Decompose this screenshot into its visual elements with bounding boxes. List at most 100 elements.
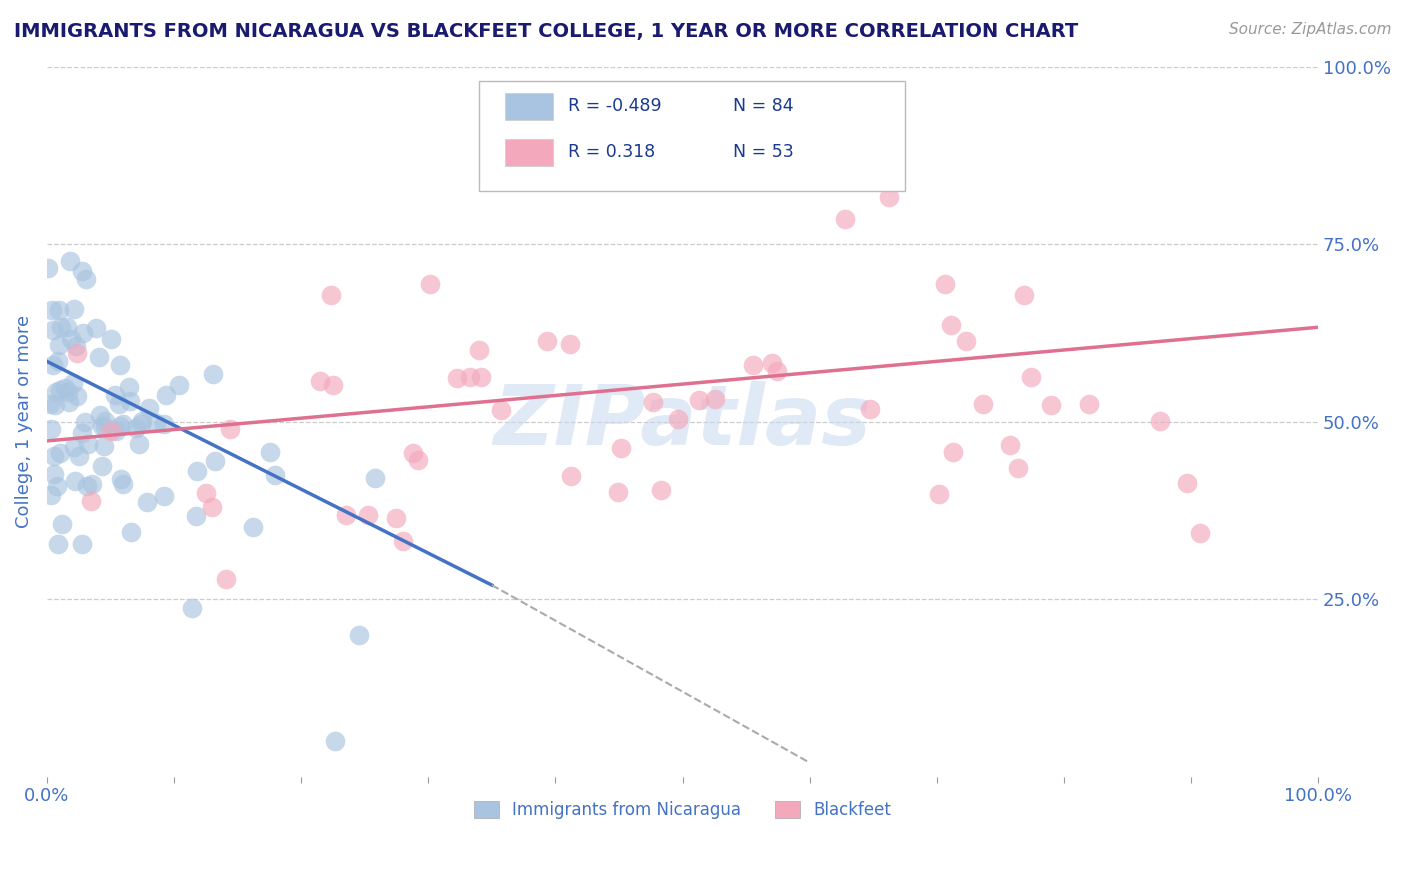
Point — [110, 472, 132, 486]
Point — [56, 319, 79, 334]
Point — [955, 334, 977, 349]
Point — [58, 384, 80, 399]
Point — [741, 358, 763, 372]
Point — [120, 394, 142, 409]
Point — [934, 277, 956, 291]
Point — [39, 422, 62, 436]
Point — [67, 450, 90, 464]
Point — [200, 500, 222, 515]
Point — [108, 358, 131, 372]
Point — [42, 449, 65, 463]
Point — [1021, 370, 1043, 384]
FancyBboxPatch shape — [505, 93, 553, 120]
Point — [45, 385, 67, 400]
Text: IMMIGRANTS FROM NICARAGUA VS BLACKFEET COLLEGE, 1 YEAR OR MORE CORRELATION CHART: IMMIGRANTS FROM NICARAGUA VS BLACKFEET C… — [14, 22, 1078, 41]
Point — [1077, 397, 1099, 411]
Point — [100, 424, 122, 438]
Point — [136, 495, 159, 509]
Point — [62, 376, 84, 391]
Point — [76, 479, 98, 493]
Point — [58, 395, 80, 409]
Point — [72, 426, 94, 441]
Point — [42, 467, 65, 482]
Point — [49, 320, 72, 334]
Point — [131, 414, 153, 428]
Point — [120, 524, 142, 539]
Point — [152, 489, 174, 503]
Point — [111, 417, 134, 431]
Point — [392, 533, 415, 548]
Point — [259, 445, 281, 459]
Point — [155, 388, 177, 402]
Legend: Immigrants from Nicaragua, Blackfeet: Immigrants from Nicaragua, Blackfeet — [467, 794, 897, 825]
Point — [939, 318, 962, 333]
Point — [560, 469, 582, 483]
Point — [641, 394, 664, 409]
Point — [75, 272, 97, 286]
Point — [650, 483, 672, 497]
Point — [322, 378, 344, 392]
Point — [309, 374, 332, 388]
Point — [1012, 288, 1035, 302]
Point — [928, 487, 950, 501]
Point — [41, 488, 63, 502]
Point — [688, 393, 710, 408]
Point — [242, 519, 264, 533]
Point — [65, 339, 87, 353]
Point — [49, 383, 72, 397]
Point — [41, 303, 63, 318]
Point — [335, 508, 357, 522]
Point — [93, 420, 115, 434]
Point — [470, 370, 492, 384]
Point — [560, 337, 582, 351]
Point — [180, 601, 202, 615]
Point — [319, 287, 342, 301]
Point — [105, 425, 128, 439]
Point — [458, 370, 481, 384]
Point — [128, 436, 150, 450]
Point — [129, 417, 152, 432]
Point — [145, 416, 167, 430]
Point — [80, 494, 103, 508]
Point — [72, 326, 94, 341]
Point — [66, 346, 89, 360]
Point — [125, 421, 148, 435]
Point — [77, 437, 100, 451]
Point — [385, 511, 408, 525]
Text: ZIPatlas: ZIPatlas — [494, 381, 872, 462]
Point — [215, 572, 238, 586]
Point — [42, 358, 65, 372]
Point — [879, 190, 901, 204]
Point — [184, 509, 207, 524]
Text: R = -0.489: R = -0.489 — [568, 96, 662, 115]
Point — [489, 403, 512, 417]
Point — [1040, 398, 1063, 412]
Point — [90, 418, 112, 433]
Point — [44, 398, 66, 412]
Point — [152, 417, 174, 431]
Point — [62, 440, 84, 454]
Point — [118, 380, 141, 394]
Point — [138, 401, 160, 415]
Point — [858, 401, 880, 416]
Point — [761, 356, 783, 370]
Point — [94, 414, 117, 428]
Point — [89, 408, 111, 422]
Point — [402, 446, 425, 460]
Point — [364, 471, 387, 485]
Point — [87, 350, 110, 364]
Point — [941, 444, 963, 458]
Point — [80, 477, 103, 491]
Point — [703, 392, 725, 407]
Point — [834, 212, 856, 227]
Point — [48, 446, 70, 460]
Point — [84, 321, 107, 335]
Point — [75, 415, 97, 429]
Text: Source: ZipAtlas.com: Source: ZipAtlas.com — [1229, 22, 1392, 37]
Point — [468, 343, 491, 358]
FancyBboxPatch shape — [479, 81, 905, 191]
Point — [263, 467, 285, 482]
Point — [1189, 526, 1212, 541]
Point — [91, 458, 114, 473]
Point — [766, 364, 789, 378]
